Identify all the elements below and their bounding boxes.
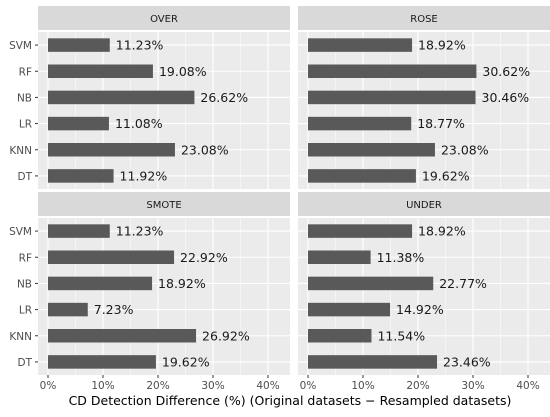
bar-lr [48, 302, 88, 317]
bar-value-label: 11.92% [120, 168, 168, 183]
x-tick-label: 40% [256, 380, 279, 392]
bar-value-label: 22.77% [439, 276, 487, 291]
facet-strip-label: UNDER [406, 200, 442, 211]
bar-lr [308, 116, 412, 131]
facet-smote: SMOTE 11.23% 22.92% 18.92% 7.23% 26.92% 19.62%… [9, 192, 290, 392]
bar-dt [308, 169, 416, 183]
bar-value-label: 23.08% [441, 142, 489, 157]
facet-rose: ROSE 18.92% 30.62% 30.46% 18.77% 23.08% 19.62% [298, 6, 550, 189]
bar-knn [48, 143, 175, 157]
bar-value-label: 19.62% [162, 354, 210, 369]
y-tick-label: DT [18, 171, 33, 183]
bar-dt [308, 355, 438, 369]
bar-svm [48, 38, 110, 52]
bar-lr [308, 302, 391, 317]
bar-value-label: 19.62% [422, 168, 470, 183]
bar-value-label: 30.62% [482, 64, 530, 79]
y-tick-label: KNN [9, 145, 32, 157]
bar-svm [308, 224, 413, 238]
bar-value-label: 22.92% [180, 250, 228, 265]
x-tick-label: 10% [91, 380, 114, 392]
bar-value-label: 23.08% [181, 142, 229, 157]
bar-value-label: 19.08% [159, 64, 207, 79]
y-tick-label: SVM [9, 226, 32, 238]
bar-value-label: 18.92% [158, 276, 206, 291]
bar-value-label: 26.92% [202, 328, 250, 343]
x-tick-label: 40% [516, 380, 539, 392]
y-tick-label: NB [17, 92, 32, 104]
bar-value-label: 18.77% [417, 116, 465, 131]
x-tick-label: 10% [351, 380, 374, 392]
y-tick-label: NB [17, 278, 32, 290]
facet-strip [38, 192, 290, 216]
x-axis-title: CD Detection Difference (%) (Original da… [69, 393, 512, 408]
bar-knn [308, 143, 435, 157]
facet-panel-background [38, 32, 290, 189]
facet-strip [298, 192, 550, 216]
y-tick-label: RF [19, 66, 32, 78]
facet-strip-label: ROSE [410, 14, 438, 25]
bar-value-label: 11.23% [116, 224, 164, 239]
facet-under: UNDER 18.92% 11.38% 22.77% 14.92% 11.54% 23.46… [298, 192, 550, 392]
bar-rf [308, 250, 371, 264]
bar-nb [308, 90, 476, 105]
facet-strip-label: SMOTE [146, 200, 181, 211]
facet-panels: OVER 11.23% 19.08% 26.62% 11.08% 23.08% 11.92%… [9, 6, 550, 392]
bar-value-label: 18.92% [418, 38, 466, 53]
x-tick-label: 30% [461, 380, 484, 392]
bar-svm [308, 38, 413, 52]
bar-value-label: 14.92% [396, 302, 444, 317]
bar-value-label: 11.08% [115, 116, 163, 131]
y-tick-label: DT [18, 357, 33, 369]
facet-panel-background [298, 32, 550, 189]
x-tick-label: 30% [201, 380, 224, 392]
bar-value-label: 26.62% [200, 90, 248, 105]
bar-dt [48, 169, 114, 183]
y-tick-label: KNN [9, 331, 32, 343]
bar-value-label: 11.23% [116, 38, 164, 53]
bar-value-label: 23.46% [443, 354, 491, 369]
x-tick-label: 20% [406, 380, 429, 392]
bar-value-label: 7.23% [94, 302, 134, 317]
facet-strip [38, 6, 290, 30]
bar-value-label: 30.46% [482, 90, 530, 105]
x-tick-label: 20% [146, 380, 169, 392]
bar-nb [48, 276, 153, 291]
facet-strip [298, 6, 550, 30]
x-tick-label: 0% [40, 380, 57, 392]
bar-dt [48, 355, 156, 369]
bar-value-label: 11.38% [377, 250, 425, 265]
bar-knn [48, 329, 197, 343]
y-tick-label: LR [19, 305, 32, 317]
bar-rf [308, 64, 477, 78]
bar-lr [48, 116, 109, 131]
x-tick-label: 0% [300, 380, 317, 392]
facet-strip-label: OVER [150, 14, 178, 25]
bar-rf [48, 250, 175, 264]
bar-value-label: 11.54% [377, 328, 425, 343]
bar-nb [48, 90, 195, 105]
facet-over: OVER 11.23% 19.08% 26.62% 11.08% 23.08% 11.92%… [9, 6, 290, 189]
facet-panel-background [298, 218, 550, 375]
bar-value-label: 18.92% [418, 224, 466, 239]
bar-knn [308, 329, 372, 343]
y-tick-label: SVM [9, 40, 32, 52]
bar-svm [48, 224, 110, 238]
facet-panel-background [38, 218, 290, 375]
bar-rf [48, 64, 153, 78]
y-tick-label: RF [19, 252, 32, 264]
bar-nb [308, 276, 434, 291]
y-tick-label: LR [19, 119, 32, 131]
